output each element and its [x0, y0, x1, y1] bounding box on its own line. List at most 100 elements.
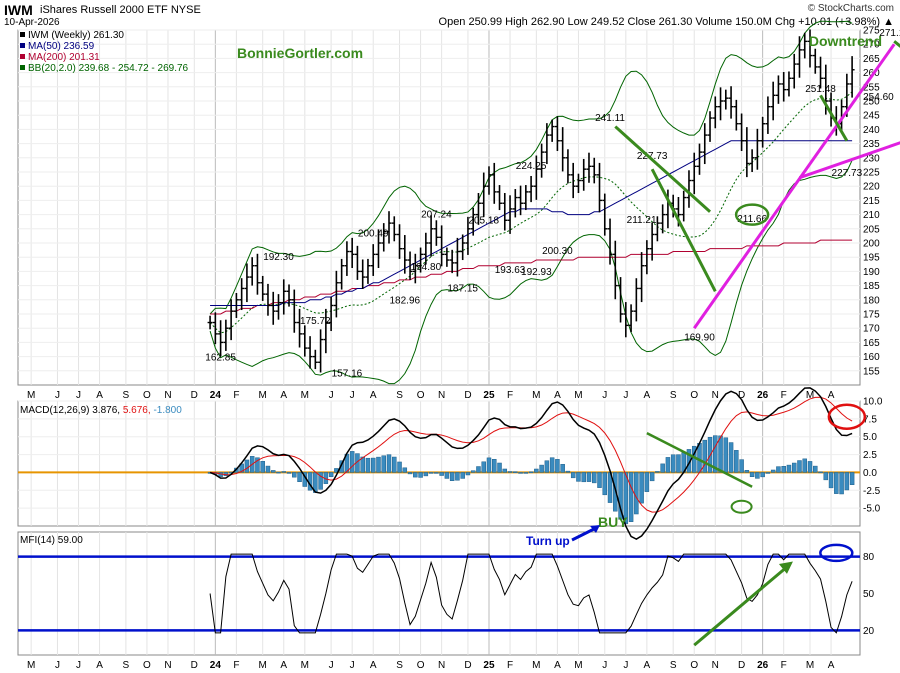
price-annotation: 251.48	[805, 84, 836, 95]
macd-hist-bar	[713, 435, 718, 473]
macd-hist-bar	[844, 472, 850, 491]
macd-hist-bar	[418, 472, 423, 478]
price-annotation: 211.21	[627, 215, 657, 226]
macd-hist-bar	[755, 472, 760, 479]
month-tick-label: S	[123, 660, 130, 671]
macd-hist-bar	[744, 470, 750, 473]
price-bar	[465, 216, 471, 255]
price-bar	[760, 116, 766, 148]
macd-panel	[17, 400, 861, 527]
price-annotation: 192.30	[263, 252, 294, 263]
mfi-line	[209, 553, 853, 634]
month-tick-label: J	[602, 660, 607, 671]
uptrend-line	[693, 43, 896, 330]
month-tick-label: J	[55, 660, 60, 671]
month-tick-label: S	[670, 660, 677, 671]
chart-date: 10-Apr-2026	[4, 17, 60, 28]
price-bar	[775, 75, 781, 104]
macd-hist-bar	[839, 472, 844, 495]
price-bar	[623, 302, 629, 338]
month-tick-label: A	[280, 660, 287, 671]
price-bar	[275, 294, 281, 320]
legend-swatch	[20, 65, 25, 70]
price-annotation: 193.63	[495, 265, 526, 276]
month-tick-label: O	[690, 390, 698, 401]
month-tick-label: N	[164, 390, 171, 401]
turn-up-arrow	[571, 526, 597, 542]
macd-hist-bar	[276, 471, 281, 474]
turn-up-arrowhead	[590, 525, 600, 533]
macd-hist-bar	[534, 468, 539, 473]
legend-label: MA(50) 236.59	[28, 41, 95, 52]
price-bar	[312, 349, 318, 370]
price-bar	[639, 252, 645, 303]
price-tick-label: 265	[863, 54, 880, 65]
month-tick-label: D	[191, 660, 198, 671]
month-tick-label: N	[438, 660, 445, 671]
month-tick-label: M	[532, 390, 540, 401]
month-tick-label: J	[76, 390, 81, 401]
mfi-tick-label: 20	[863, 626, 875, 637]
macd-hist-bar	[807, 461, 813, 473]
macd-hist-bar	[265, 465, 271, 473]
mfi-peak-circle	[819, 543, 854, 563]
price-tick-label: 155	[863, 366, 880, 377]
price-tick-label: 190	[863, 267, 880, 278]
macd-hist-bar	[760, 472, 765, 478]
price-bar	[365, 258, 371, 284]
price-annotation: 169.90	[684, 332, 715, 343]
price-tick-label: 260	[863, 68, 880, 79]
macd-hist-bar	[255, 457, 260, 473]
month-tick-label: M	[806, 390, 814, 401]
month-tick-label: A	[370, 390, 377, 401]
price-annotation: 224.25	[516, 161, 547, 172]
month-tick-label: S	[123, 390, 130, 401]
macd-downtrend-line	[646, 432, 753, 488]
month-tick-label: 25	[483, 660, 495, 671]
price-bar	[402, 235, 408, 274]
price-annotation: 211.66	[737, 214, 767, 225]
macd-hist-bar	[676, 454, 681, 473]
month-tick-label: A	[370, 660, 377, 671]
price-bar	[307, 336, 313, 369]
price-bar	[581, 158, 587, 191]
month-tick-label: 26	[757, 390, 769, 401]
support-line	[798, 141, 900, 180]
price-bar	[586, 152, 592, 183]
macd-hist-bar	[586, 472, 592, 482]
price-tick-label: 205	[863, 224, 880, 235]
macd-hist-bar	[591, 472, 597, 484]
price-bar	[597, 162, 603, 213]
price-annotation: 227.73	[637, 151, 668, 162]
price-bar	[518, 185, 524, 216]
month-tick-label: F	[507, 390, 513, 401]
macd-hist-bar	[649, 472, 655, 482]
price-bar	[460, 234, 466, 261]
mfi-uptrend-arrow	[693, 564, 790, 647]
price-bar	[244, 263, 250, 303]
price-bar	[233, 292, 239, 318]
macd-hist-bar	[407, 472, 413, 475]
price-bar	[786, 71, 792, 97]
macd-hist-bar	[434, 472, 439, 474]
macd-hist-bar	[486, 457, 492, 473]
month-tick-label: F	[507, 660, 513, 671]
macd-hist-bar	[376, 456, 381, 473]
month-tick-label: F	[233, 660, 239, 671]
macd-hist-bar	[476, 466, 481, 473]
price-tick-label: 235	[863, 139, 880, 150]
breakout-circle	[734, 203, 770, 226]
price-annotation: 194.80	[411, 262, 442, 273]
month-tick-label: N	[438, 390, 445, 401]
macd-hist-bar	[560, 464, 565, 473]
price-bar	[507, 195, 513, 234]
mfi-legend-label: MFI(14) 59.00	[20, 535, 83, 546]
watermark-label: BonnieGortler.com	[237, 45, 363, 61]
price-bar	[549, 119, 555, 142]
month-tick-label: F	[233, 390, 239, 401]
month-tick-label: O	[143, 660, 151, 671]
price-bar	[539, 143, 545, 178]
macd-hist-bar	[781, 466, 786, 473]
price-bar	[654, 216, 660, 242]
macd-hist-bar	[555, 459, 560, 473]
